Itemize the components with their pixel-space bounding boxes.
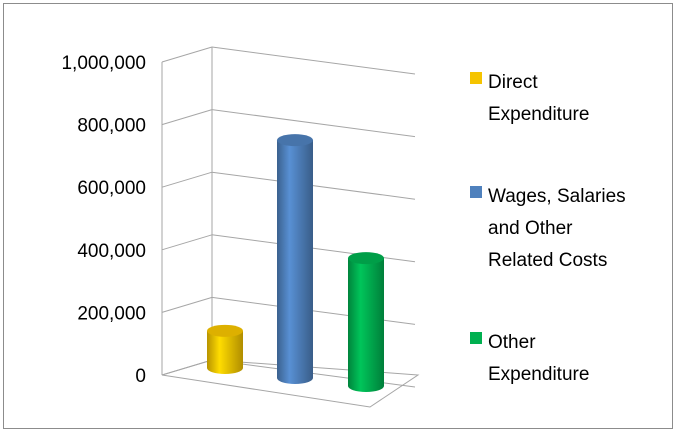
- legend: Direct Expenditure Wages, Salaries and Othe…: [470, 72, 626, 385]
- y-axis-ticks: 0 200,000 400,000 600,000 800,000 1,000,000: [61, 53, 146, 387]
- legend-label: Expenditure: [488, 104, 589, 125]
- gridline-side: [161, 359, 213, 376]
- gridline-back: [211, 109, 416, 138]
- bars: [207, 134, 384, 392]
- bar-top: [207, 324, 243, 337]
- bar-body: [207, 330, 243, 374]
- legend-swatch: [470, 332, 482, 344]
- chart-frame: [3, 3, 673, 429]
- legend-swatch: [470, 186, 482, 198]
- legend-label: and Other: [488, 218, 573, 239]
- bar-body: [348, 258, 384, 392]
- y-tick-label: 600,000: [77, 178, 146, 199]
- bar-top: [277, 134, 313, 147]
- legend-label: Wages, Salaries: [488, 186, 626, 207]
- gridline-back: [211, 46, 416, 75]
- legend-label: Expenditure: [488, 364, 589, 385]
- bar-top: [348, 252, 384, 265]
- legend-item: Wages, Salaries and Other Related Costs: [470, 186, 626, 271]
- legend-item: Direct Expenditure: [470, 72, 589, 125]
- bar-body: [277, 140, 313, 384]
- gridline-side: [161, 46, 213, 63]
- y-tick-label: 1,000,000: [61, 53, 146, 74]
- y-tick-label: 400,000: [77, 241, 146, 262]
- bar: [348, 252, 384, 392]
- legend-label: Related Costs: [488, 250, 607, 271]
- legend-swatch: [470, 72, 482, 84]
- gridline-side: [161, 296, 213, 313]
- bar: [277, 134, 313, 384]
- gridline-back: [211, 234, 416, 263]
- legend-item: Other Expenditure: [470, 332, 589, 385]
- gridline-side: [161, 109, 213, 126]
- gridline-side: [161, 171, 213, 188]
- gridline-back: [211, 296, 416, 325]
- y-tick-label: 0: [135, 366, 146, 387]
- y-tick-label: 800,000: [77, 116, 146, 137]
- y-tick-label: 200,000: [77, 303, 146, 324]
- gridline-side: [161, 234, 213, 251]
- gridline-back: [211, 171, 416, 200]
- legend-label: Direct: [488, 72, 538, 93]
- bar: [207, 324, 243, 374]
- legend-label: Other: [488, 332, 536, 353]
